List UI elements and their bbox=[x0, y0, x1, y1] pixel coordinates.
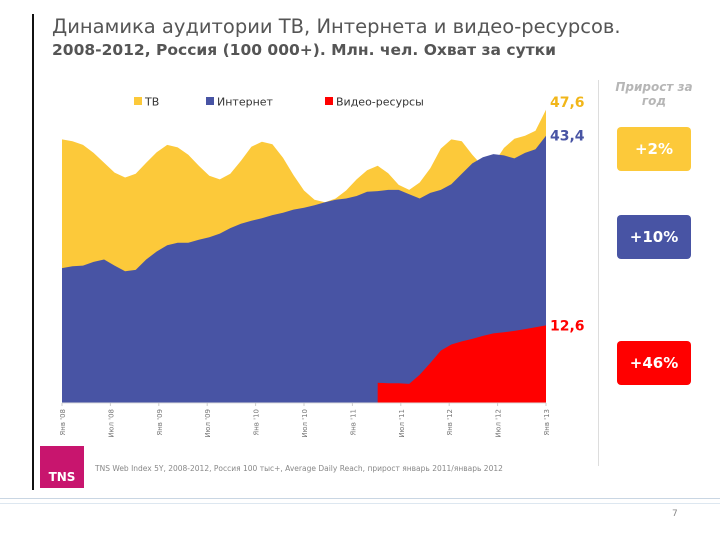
page-number: 7 bbox=[672, 509, 678, 519]
panel-divider bbox=[598, 80, 599, 466]
x-tick-label: Янв '12 bbox=[446, 409, 454, 436]
legend-label-video: Видео-ресурсы bbox=[336, 96, 424, 109]
area-internet bbox=[62, 135, 546, 403]
growth-badge-internet-value: +10% bbox=[629, 228, 679, 246]
tns-logo-text: TNS bbox=[48, 470, 76, 484]
x-tick-label: Янв '10 bbox=[253, 409, 261, 436]
growth-badge-video-value: +46% bbox=[629, 354, 679, 372]
slide-left-border bbox=[32, 14, 34, 490]
x-tick-label: Янв '09 bbox=[156, 409, 164, 436]
area-video bbox=[377, 325, 546, 403]
x-tick-label: Янв '08 bbox=[59, 409, 67, 436]
x-tick-label: Июл '09 bbox=[204, 409, 212, 438]
end-label-internet: 43,4 bbox=[550, 129, 585, 145]
legend-swatch-video bbox=[325, 97, 333, 105]
end-label-video: 12,6 bbox=[550, 318, 585, 334]
end-labels-layer: 47,6 43,4 12,6 bbox=[550, 95, 585, 335]
chart-subtitle: 2008-2012, Россия (100 000+). Млн. чел. … bbox=[52, 41, 557, 59]
growth-badge-tv-value: +2% bbox=[634, 140, 674, 158]
chart-legend: ТВ Интернет Видео-ресурсы bbox=[134, 96, 424, 109]
legend-label-internet: Интернет bbox=[217, 96, 274, 109]
footer-line bbox=[0, 498, 720, 499]
x-tick-label: Июл '12 bbox=[495, 409, 503, 438]
legend-swatch-tv bbox=[134, 97, 142, 105]
source-note: TNS Web Index 5Y, 2008-2012, Россия 100 … bbox=[95, 464, 503, 473]
legend-label-tv: ТВ bbox=[144, 96, 159, 109]
areas-layer bbox=[62, 109, 546, 404]
growth-badge-video: +46% bbox=[617, 341, 691, 385]
x-tick-label: Янв '11 bbox=[349, 409, 357, 436]
tns-logo: TNS bbox=[40, 446, 84, 488]
x-tick-label: Июл '10 bbox=[301, 409, 309, 438]
growth-panel-header: Прирост за год bbox=[615, 80, 693, 108]
footer-line-secondary bbox=[0, 503, 720, 504]
growth-badge-tv: +2% bbox=[617, 127, 691, 171]
x-tick-label: Янв '13 bbox=[543, 409, 551, 436]
x-ticks-layer: Янв '08 Июл '08 Янв '09 Июл '09 Янв '10 Июл '… bbox=[59, 403, 551, 438]
chart-title: Динамика аудитории ТВ, Интернета и видео… bbox=[52, 15, 621, 38]
growth-badge-internet: +10% bbox=[617, 215, 691, 259]
legend-swatch-internet bbox=[206, 97, 214, 105]
x-tick-label: Июл '08 bbox=[107, 409, 115, 438]
x-tick-label: Июл '11 bbox=[398, 409, 406, 438]
end-label-tv: 47,6 bbox=[550, 95, 585, 111]
